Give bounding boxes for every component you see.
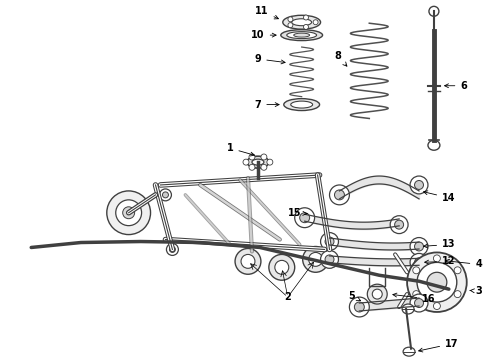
Ellipse shape [403, 347, 415, 356]
Circle shape [415, 242, 423, 251]
Ellipse shape [294, 33, 310, 37]
Text: 3: 3 [470, 286, 482, 296]
Circle shape [354, 302, 365, 312]
Circle shape [309, 252, 322, 266]
Circle shape [303, 15, 309, 20]
Text: 7: 7 [254, 100, 279, 109]
Circle shape [159, 189, 171, 201]
Text: 10: 10 [251, 30, 276, 40]
Circle shape [413, 291, 420, 298]
Circle shape [368, 284, 387, 304]
Circle shape [410, 294, 428, 312]
Circle shape [261, 164, 267, 170]
Ellipse shape [402, 304, 414, 314]
Circle shape [410, 176, 428, 194]
Circle shape [349, 297, 369, 317]
Text: 11: 11 [255, 6, 278, 19]
Circle shape [303, 247, 328, 272]
Text: 1: 1 [227, 143, 254, 156]
Text: 2: 2 [284, 292, 291, 302]
Ellipse shape [292, 19, 312, 26]
Ellipse shape [284, 99, 319, 111]
Text: 4: 4 [445, 259, 482, 269]
Text: 15: 15 [288, 208, 307, 218]
Circle shape [313, 20, 318, 25]
Circle shape [107, 191, 150, 235]
Ellipse shape [281, 30, 322, 41]
Circle shape [267, 159, 273, 165]
Circle shape [275, 260, 289, 274]
Ellipse shape [291, 101, 313, 108]
Circle shape [325, 237, 334, 246]
Circle shape [170, 247, 175, 252]
Ellipse shape [283, 15, 320, 29]
Text: 5: 5 [348, 291, 361, 301]
Text: 14: 14 [424, 191, 456, 203]
Circle shape [329, 185, 349, 205]
Circle shape [415, 298, 423, 307]
Circle shape [390, 216, 408, 234]
Circle shape [320, 233, 339, 251]
Circle shape [288, 17, 293, 22]
Circle shape [434, 302, 441, 310]
Ellipse shape [287, 32, 317, 39]
Circle shape [454, 291, 461, 298]
Circle shape [320, 251, 339, 268]
Circle shape [269, 255, 294, 280]
Circle shape [167, 243, 178, 255]
Circle shape [122, 207, 135, 219]
Text: 13: 13 [424, 239, 456, 249]
Circle shape [413, 267, 420, 274]
Circle shape [415, 258, 423, 267]
Circle shape [243, 159, 249, 165]
Ellipse shape [428, 140, 440, 150]
Circle shape [394, 220, 404, 229]
Circle shape [410, 238, 428, 255]
Text: 16: 16 [393, 293, 436, 304]
Circle shape [261, 154, 267, 160]
Circle shape [415, 180, 423, 189]
Circle shape [249, 164, 255, 170]
Circle shape [434, 255, 441, 262]
Circle shape [372, 289, 382, 299]
Circle shape [454, 267, 461, 274]
Circle shape [300, 213, 310, 223]
Circle shape [303, 24, 309, 30]
Circle shape [294, 208, 315, 228]
Circle shape [241, 255, 255, 268]
Text: 6: 6 [444, 81, 467, 91]
Circle shape [407, 252, 467, 312]
Ellipse shape [247, 156, 269, 168]
Circle shape [325, 255, 334, 264]
Circle shape [417, 262, 457, 302]
Text: 12: 12 [425, 256, 456, 266]
Circle shape [335, 190, 344, 200]
Text: 9: 9 [254, 54, 285, 64]
Circle shape [116, 200, 142, 226]
Circle shape [288, 23, 293, 28]
Circle shape [163, 192, 169, 198]
Circle shape [249, 154, 255, 160]
Circle shape [235, 248, 261, 274]
Text: 8: 8 [334, 51, 347, 66]
Text: 17: 17 [418, 339, 459, 352]
Circle shape [410, 253, 428, 271]
Circle shape [427, 272, 447, 292]
Ellipse shape [252, 159, 264, 165]
